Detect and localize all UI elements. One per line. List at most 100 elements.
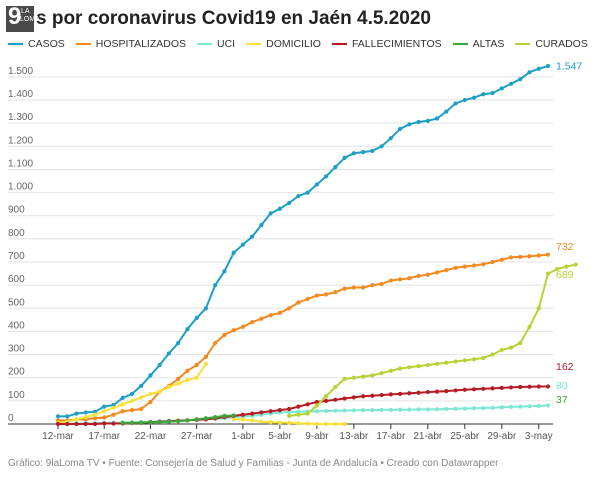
data-point [453, 265, 458, 270]
legend-swatch [452, 43, 468, 45]
data-point [360, 394, 366, 399]
legend-label: CASOS [28, 38, 65, 50]
data-point [250, 411, 255, 416]
series-curados [287, 262, 578, 419]
data-point [231, 417, 236, 422]
legend-label: UCI [217, 38, 236, 50]
data-point [462, 387, 467, 392]
data-point [518, 254, 523, 260]
data-point [360, 408, 366, 413]
data-point [388, 407, 393, 412]
data-point [434, 116, 440, 121]
data-point [333, 289, 338, 295]
data-point [434, 270, 440, 275]
data-point [527, 324, 532, 329]
data-point [351, 375, 356, 380]
data-point [240, 324, 246, 329]
data-point [259, 410, 264, 415]
data-point [518, 384, 523, 390]
data-point [314, 182, 319, 187]
data-point [333, 165, 338, 170]
y-tick-label: 1.400 [8, 89, 33, 100]
data-point [222, 413, 227, 419]
data-point [148, 420, 153, 425]
data-point [407, 365, 412, 370]
data-point [481, 405, 486, 411]
data-point [397, 407, 403, 412]
data-point [397, 391, 403, 397]
legend-swatch [8, 43, 23, 45]
data-point [296, 412, 301, 417]
data-point [342, 408, 347, 413]
data-point [139, 395, 144, 400]
data-point [203, 416, 209, 421]
data-point [407, 391, 412, 396]
data-point [490, 352, 495, 357]
legend-swatch [515, 43, 531, 45]
data-point [333, 384, 338, 390]
data-point [397, 126, 403, 132]
data-point [268, 211, 273, 216]
data-point [157, 362, 162, 368]
data-point [545, 403, 551, 408]
data-point [360, 285, 366, 290]
y-tick-label: 1.100 [8, 158, 33, 169]
data-point [148, 391, 153, 397]
data-point [222, 269, 227, 274]
y-tick-label: 800 [8, 228, 25, 239]
data-point [342, 396, 347, 401]
data-point [351, 151, 356, 156]
data-point [102, 415, 107, 420]
data-point [444, 109, 449, 114]
data-point [148, 399, 153, 405]
data-point [166, 419, 172, 424]
data-point [360, 374, 366, 379]
data-point [65, 414, 70, 419]
chart-footer: Gráfico: 9laLoma TV • Fuente: Consejería… [8, 458, 499, 469]
data-point [407, 276, 412, 281]
data-point [508, 345, 514, 350]
data-point [425, 362, 430, 368]
data-point [157, 420, 162, 425]
data-point [185, 327, 190, 332]
logo-9laloma: 9 LA LOMA [6, 3, 40, 32]
legend-label: ALTAS [472, 38, 505, 50]
legend-item-curados: CURADOS [515, 38, 588, 50]
legend-swatch [75, 43, 91, 45]
data-point [342, 421, 347, 427]
data-point [157, 389, 162, 394]
end-label-casos: 1.547 [556, 61, 582, 73]
data-point [83, 421, 88, 427]
data-point [481, 355, 486, 361]
data-point [379, 281, 384, 287]
data-point [434, 361, 440, 366]
data-point [324, 174, 329, 179]
data-point [388, 368, 393, 373]
data-point [120, 420, 125, 425]
data-point [342, 155, 347, 160]
data-point [499, 86, 504, 91]
data-point [166, 351, 172, 356]
y-tick-label: 1.500 [8, 66, 33, 77]
data-point [277, 408, 282, 413]
data-point [471, 95, 477, 100]
data-point [176, 381, 181, 386]
data-point [416, 407, 421, 412]
x-tick-label: 13-abr [339, 431, 369, 442]
data-point [231, 250, 236, 255]
data-point [129, 398, 135, 403]
data-point [120, 395, 125, 400]
data-point [287, 409, 292, 415]
data-point [268, 420, 273, 425]
data-point [333, 421, 338, 427]
x-tick-label: 12-mar [42, 431, 74, 442]
data-point [379, 370, 384, 376]
data-point [287, 420, 292, 425]
data-point [287, 200, 292, 206]
data-point [545, 384, 551, 389]
x-tick-label: 5-abr [268, 431, 292, 442]
data-point [407, 122, 412, 127]
y-tick-label: 200 [8, 367, 25, 378]
data-point [129, 391, 135, 397]
